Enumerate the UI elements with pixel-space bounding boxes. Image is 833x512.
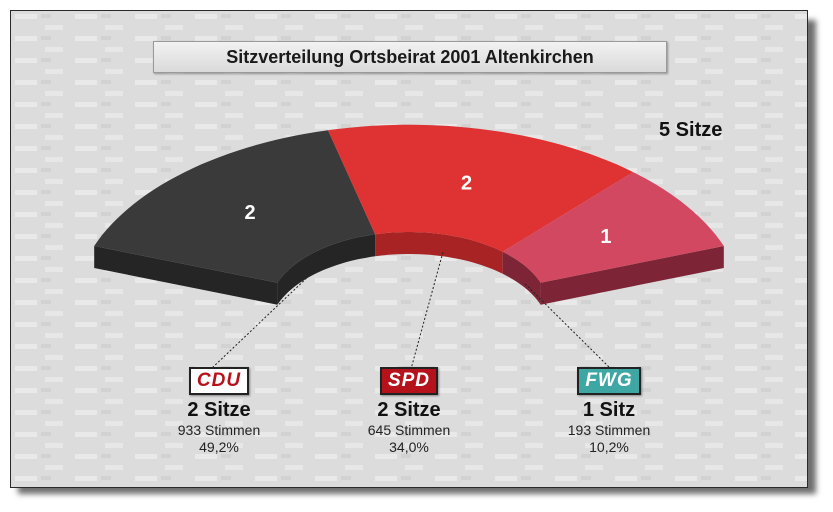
chart-title: Sitzverteilung Ortsbeirat 2001 Altenkirc… bbox=[153, 41, 667, 73]
slice-label-spd: 2 bbox=[461, 172, 472, 194]
slice-side-spd bbox=[375, 232, 503, 274]
slice-cap-left bbox=[94, 246, 278, 305]
cdu-percent: 49,2% bbox=[199, 439, 239, 455]
spd-percent: 34,0% bbox=[389, 439, 429, 455]
slice-cdu bbox=[94, 130, 376, 283]
slice-fwg bbox=[502, 172, 724, 283]
total-seats-label: 5 Sitze bbox=[659, 119, 723, 141]
slice-side-fwg bbox=[502, 251, 541, 305]
cdu-logo: CDU bbox=[188, 367, 250, 395]
spd-logo: SPD bbox=[379, 367, 439, 395]
party-spd: SPD 2 Sitze 645 Stimmen 34,0% bbox=[329, 367, 489, 456]
leader-line-spd bbox=[410, 252, 444, 370]
leader-line-fwg bbox=[524, 283, 612, 370]
seat-chart: 2 2 1 bbox=[94, 124, 724, 370]
slice-spd bbox=[328, 124, 634, 252]
spd-seats: 2 Sitze bbox=[377, 399, 441, 421]
fwg-votes: 193 Stimmen bbox=[567, 422, 651, 438]
slice-label-fwg: 1 bbox=[600, 226, 611, 248]
fwg-seats: 1 Sitz bbox=[582, 399, 636, 421]
party-fwg: FWG 1 Sitz 193 Stimmen 10,2% bbox=[529, 367, 689, 456]
slice-cap-right bbox=[540, 246, 724, 305]
slice-label-cdu: 2 bbox=[245, 202, 256, 224]
party-cdu: CDU 2 Sitze 933 Stimmen 49,2% bbox=[139, 367, 299, 456]
cdu-votes: 933 Stimmen bbox=[177, 422, 261, 438]
spd-votes: 645 Stimmen bbox=[367, 422, 451, 438]
cdu-seats: 2 Sitze bbox=[187, 399, 251, 421]
slice-side-cdu bbox=[277, 234, 376, 305]
chart-frame: Sitzverteilung Ortsbeirat 2001 Altenkirc… bbox=[10, 10, 808, 488]
fwg-logo: FWG bbox=[577, 367, 641, 395]
fwg-percent: 10,2% bbox=[589, 439, 629, 455]
